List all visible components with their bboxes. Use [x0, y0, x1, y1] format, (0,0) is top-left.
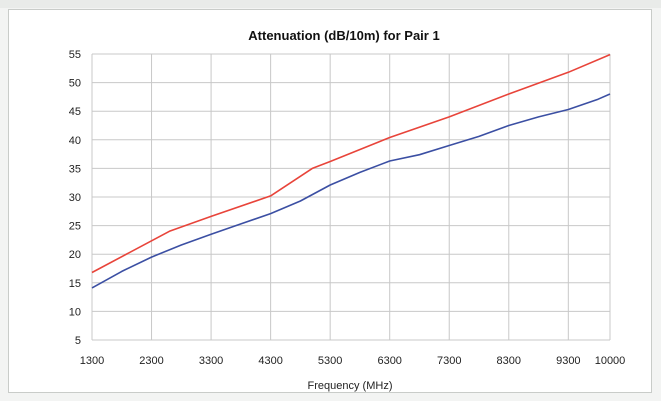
- top-strip: [0, 0, 661, 8]
- series-group: [91, 53, 611, 289]
- x-tick-label: 4300: [258, 355, 282, 367]
- y-tick-label: 10: [69, 306, 81, 318]
- y-tick-label: 55: [69, 49, 81, 61]
- x-tick-labels: 1300 2300 3300 4300 5300 6300 7300 8300 9300 1000…: [80, 355, 626, 367]
- x-tick-label: 8300: [497, 355, 521, 367]
- series-line-1: [91, 53, 611, 274]
- x-tick-label: 2300: [139, 355, 163, 367]
- x-tick-label: 10000: [595, 355, 626, 367]
- x-tick-label: 7300: [437, 355, 461, 367]
- series-line-2: [91, 93, 611, 289]
- y-tick-label: 40: [69, 135, 81, 147]
- x-axis-label: Frequency (MHz): [308, 380, 393, 392]
- x-tick-label: 6300: [377, 355, 401, 367]
- chart-title: Attenuation (dB/10m) for Pair 1: [248, 28, 439, 43]
- y-tick-label: 30: [69, 192, 81, 204]
- y-tick-label: 20: [69, 249, 81, 261]
- y-tick-label: 25: [69, 221, 81, 233]
- x-tick-label: 1300: [80, 355, 104, 367]
- x-tick-label: 5300: [318, 355, 342, 367]
- x-tick-label: 3300: [199, 355, 223, 367]
- grid: [91, 53, 611, 341]
- y-tick-label: 5: [75, 335, 81, 347]
- y-tick-label: 50: [69, 78, 81, 90]
- y-tick-label: 35: [69, 163, 81, 175]
- y-tick-label: 15: [69, 278, 81, 290]
- x-tick-label: 9300: [556, 355, 580, 367]
- y-tick-labels: 5 10 15 20 25 30 35 40 45 50 55: [69, 49, 81, 347]
- y-tick-label: 45: [69, 106, 81, 118]
